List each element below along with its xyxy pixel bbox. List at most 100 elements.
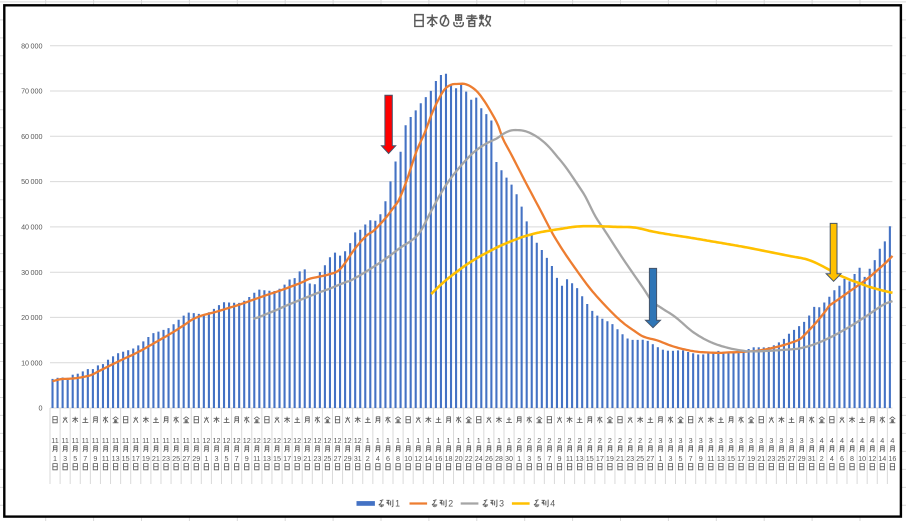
svg-text:2: 2: [608, 436, 612, 445]
svg-text:5: 5: [537, 454, 541, 463]
svg-text:3: 3: [810, 436, 814, 445]
svg-text:10: 10: [858, 454, 866, 463]
svg-text:3: 3: [214, 454, 218, 463]
svg-text:14: 14: [424, 454, 432, 463]
svg-text:9: 9: [93, 454, 97, 463]
svg-text:12: 12: [344, 436, 352, 445]
svg-text:11: 11: [122, 436, 129, 445]
svg-text:2: 2: [648, 436, 652, 445]
svg-text:27: 27: [788, 454, 796, 463]
svg-text:15: 15: [273, 454, 281, 463]
svg-text:1: 1: [386, 436, 390, 445]
svg-text:25: 25: [172, 454, 180, 463]
svg-text:3: 3: [63, 454, 67, 463]
svg-text:12: 12: [303, 436, 311, 445]
svg-text:11: 11: [71, 436, 78, 445]
svg-text:12: 12: [223, 436, 231, 445]
svg-text:3: 3: [668, 436, 672, 445]
svg-text:2: 2: [618, 436, 622, 445]
svg-text:17: 17: [283, 454, 291, 463]
svg-text:0: 0: [39, 404, 43, 413]
svg-text:12: 12: [253, 436, 261, 445]
svg-text:19: 19: [606, 454, 614, 463]
svg-text:11: 11: [102, 436, 109, 445]
svg-text:9: 9: [245, 454, 249, 463]
svg-text:2: 2: [598, 436, 602, 445]
svg-text:4: 4: [840, 436, 844, 445]
svg-text:19: 19: [293, 454, 301, 463]
svg-text:2: 2: [527, 436, 531, 445]
svg-text:21: 21: [757, 454, 765, 463]
svg-text:17: 17: [596, 454, 604, 463]
svg-text:2: 2: [448, 499, 453, 509]
svg-text:1: 1: [507, 436, 511, 445]
svg-text:1: 1: [477, 436, 481, 445]
svg-text:2: 2: [578, 436, 582, 445]
svg-text:29: 29: [798, 454, 806, 463]
svg-text:4: 4: [820, 436, 824, 445]
svg-text:30: 30: [505, 454, 513, 463]
svg-text:15: 15: [122, 454, 130, 463]
svg-text:5: 5: [225, 454, 229, 463]
svg-text:1: 1: [658, 454, 662, 463]
svg-text:2: 2: [537, 436, 541, 445]
svg-text:1: 1: [447, 436, 451, 445]
svg-text:27: 27: [182, 454, 190, 463]
svg-text:17: 17: [737, 454, 745, 463]
svg-text:50 000: 50 000: [21, 177, 42, 186]
svg-text:7: 7: [689, 454, 693, 463]
svg-text:6: 6: [386, 454, 390, 463]
svg-text:1: 1: [366, 436, 370, 445]
svg-text:3: 3: [769, 436, 773, 445]
svg-text:11: 11: [112, 436, 119, 445]
svg-text:8: 8: [396, 454, 400, 463]
svg-text:11: 11: [162, 436, 169, 445]
svg-text:16: 16: [434, 454, 442, 463]
svg-text:29: 29: [192, 454, 200, 463]
svg-text:4: 4: [860, 436, 864, 445]
svg-text:12: 12: [273, 436, 281, 445]
svg-text:31: 31: [354, 454, 362, 463]
svg-text:3: 3: [699, 436, 703, 445]
svg-text:23: 23: [162, 454, 170, 463]
svg-text:12: 12: [313, 436, 321, 445]
svg-text:3: 3: [658, 436, 662, 445]
svg-text:70 000: 70 000: [21, 87, 42, 96]
svg-text:4: 4: [870, 436, 874, 445]
svg-text:12: 12: [202, 436, 210, 445]
svg-text:13: 13: [112, 454, 120, 463]
svg-text:4: 4: [376, 454, 380, 463]
svg-text:18: 18: [445, 454, 453, 463]
svg-text:15: 15: [727, 454, 735, 463]
svg-text:2: 2: [588, 436, 592, 445]
svg-text:4: 4: [830, 436, 834, 445]
svg-text:2: 2: [628, 436, 632, 445]
svg-text:4: 4: [830, 454, 834, 463]
svg-text:1: 1: [457, 436, 461, 445]
svg-text:12: 12: [323, 436, 331, 445]
svg-text:25: 25: [636, 454, 644, 463]
svg-text:1: 1: [497, 436, 501, 445]
svg-text:4: 4: [880, 436, 884, 445]
svg-text:1: 1: [517, 454, 521, 463]
svg-text:3: 3: [749, 436, 753, 445]
svg-text:24: 24: [475, 454, 483, 463]
svg-text:11: 11: [92, 436, 99, 445]
svg-text:20: 20: [455, 454, 463, 463]
svg-text:12: 12: [354, 436, 362, 445]
svg-text:12: 12: [233, 436, 241, 445]
svg-text:1: 1: [467, 436, 471, 445]
svg-text:10 000: 10 000: [21, 358, 42, 367]
svg-text:2: 2: [820, 454, 824, 463]
svg-text:9: 9: [699, 454, 703, 463]
svg-text:11: 11: [82, 436, 89, 445]
svg-text:1: 1: [487, 436, 491, 445]
svg-text:1: 1: [53, 454, 57, 463]
svg-text:3: 3: [499, 499, 504, 509]
svg-text:3: 3: [679, 436, 683, 445]
svg-text:11: 11: [566, 454, 573, 463]
svg-text:12: 12: [293, 436, 301, 445]
svg-text:1: 1: [395, 499, 400, 509]
svg-text:11: 11: [193, 436, 200, 445]
svg-text:1: 1: [416, 436, 420, 445]
